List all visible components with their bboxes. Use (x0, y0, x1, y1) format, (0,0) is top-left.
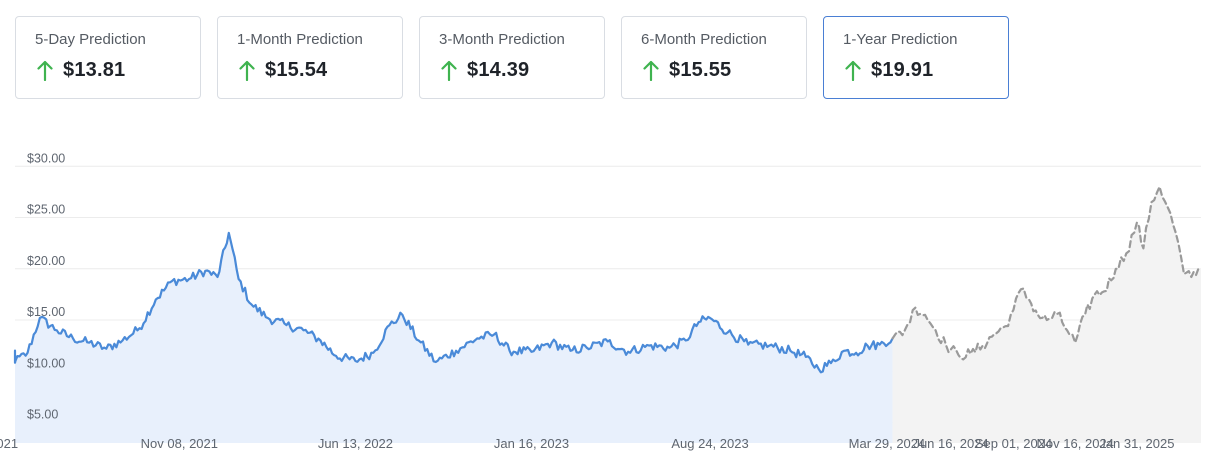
prediction-card-3-month[interactable]: 3-Month Prediction $14.39 (419, 16, 605, 99)
prediction-card-label: 1-Month Prediction (237, 31, 363, 48)
prediction-card-1-month[interactable]: 1-Month Prediction $15.54 (217, 16, 403, 99)
x-tick-label-6: Jun 16, 2024 (913, 436, 988, 451)
prediction-card-label: 1-Year Prediction (843, 31, 958, 48)
prediction-card-label: 5-Day Prediction (35, 31, 146, 48)
y-tick-label-4: $25.00 (27, 203, 65, 217)
x-tick-label-1: Nov 08, 2021 (141, 436, 218, 451)
x-tick-label-3: Jan 16, 2023 (494, 436, 569, 451)
x-axis-ticks: , 2021 Nov 08, 2021 Jun 13, 2022 Jan 16, 20… (0, 436, 1174, 451)
prediction-card-1-year[interactable]: 1-Year Prediction $19.91 (823, 16, 1009, 99)
arrow-up-icon (441, 60, 457, 81)
y-tick-label-3: $20.00 (27, 254, 65, 268)
historical-series-line (13, 231, 894, 374)
arrow-up-icon (845, 60, 861, 81)
y-tick-label-0: $5.00 (27, 408, 58, 422)
prediction-cards: 5-Day Prediction $13.81 1-Month Predicti… (15, 16, 1009, 99)
forecast-area (892, 186, 1201, 444)
y-tick-label-5: $30.00 (27, 151, 65, 165)
prediction-card-6-month[interactable]: 6-Month Prediction $15.55 (621, 16, 807, 99)
y-axis-ticks: $5.00 $10.00 $15.00 $20.00 $25.00 $30.00 (27, 151, 65, 421)
historical-area (15, 232, 893, 443)
arrow-up-icon (37, 60, 53, 81)
prediction-card-value: $14.39 (467, 58, 530, 81)
series-lines (13, 185, 1203, 374)
x-tick-label-2: Jun 13, 2022 (318, 436, 393, 451)
prediction-card-label: 6-Month Prediction (641, 31, 767, 48)
prediction-card-value: $19.91 (871, 58, 934, 81)
x-tick-label-9: Jan 31, 2025 (1099, 436, 1174, 451)
prediction-card-value: $15.54 (265, 58, 328, 81)
x-tick-label-7: Sep 01, 2024 (975, 436, 1052, 451)
arrow-up-icon (643, 60, 659, 81)
prediction-card-value: $15.55 (669, 58, 732, 81)
price-prediction-chart: $5.00 $10.00 $15.00 $20.00 $25.00 $30.00 , 20… (0, 151, 1203, 451)
prediction-card-value: $13.81 (63, 58, 126, 81)
prediction-card-label: 3-Month Prediction (439, 31, 565, 48)
x-tick-label-0: , 2021 (0, 436, 18, 451)
y-tick-label-2: $15.00 (27, 305, 65, 319)
x-tick-label-4: Aug 24, 2023 (671, 436, 748, 451)
forecast-series-line (891, 185, 1203, 361)
area-fills (15, 186, 1201, 444)
y-tick-label-1: $10.00 (27, 356, 65, 370)
arrow-up-icon (239, 60, 255, 81)
x-tick-label-5: Mar 29, 2024 (849, 436, 926, 451)
prediction-card-5-day[interactable]: 5-Day Prediction $13.81 (15, 16, 201, 99)
x-tick-label-8: Nov 16, 2024 (1037, 436, 1114, 451)
